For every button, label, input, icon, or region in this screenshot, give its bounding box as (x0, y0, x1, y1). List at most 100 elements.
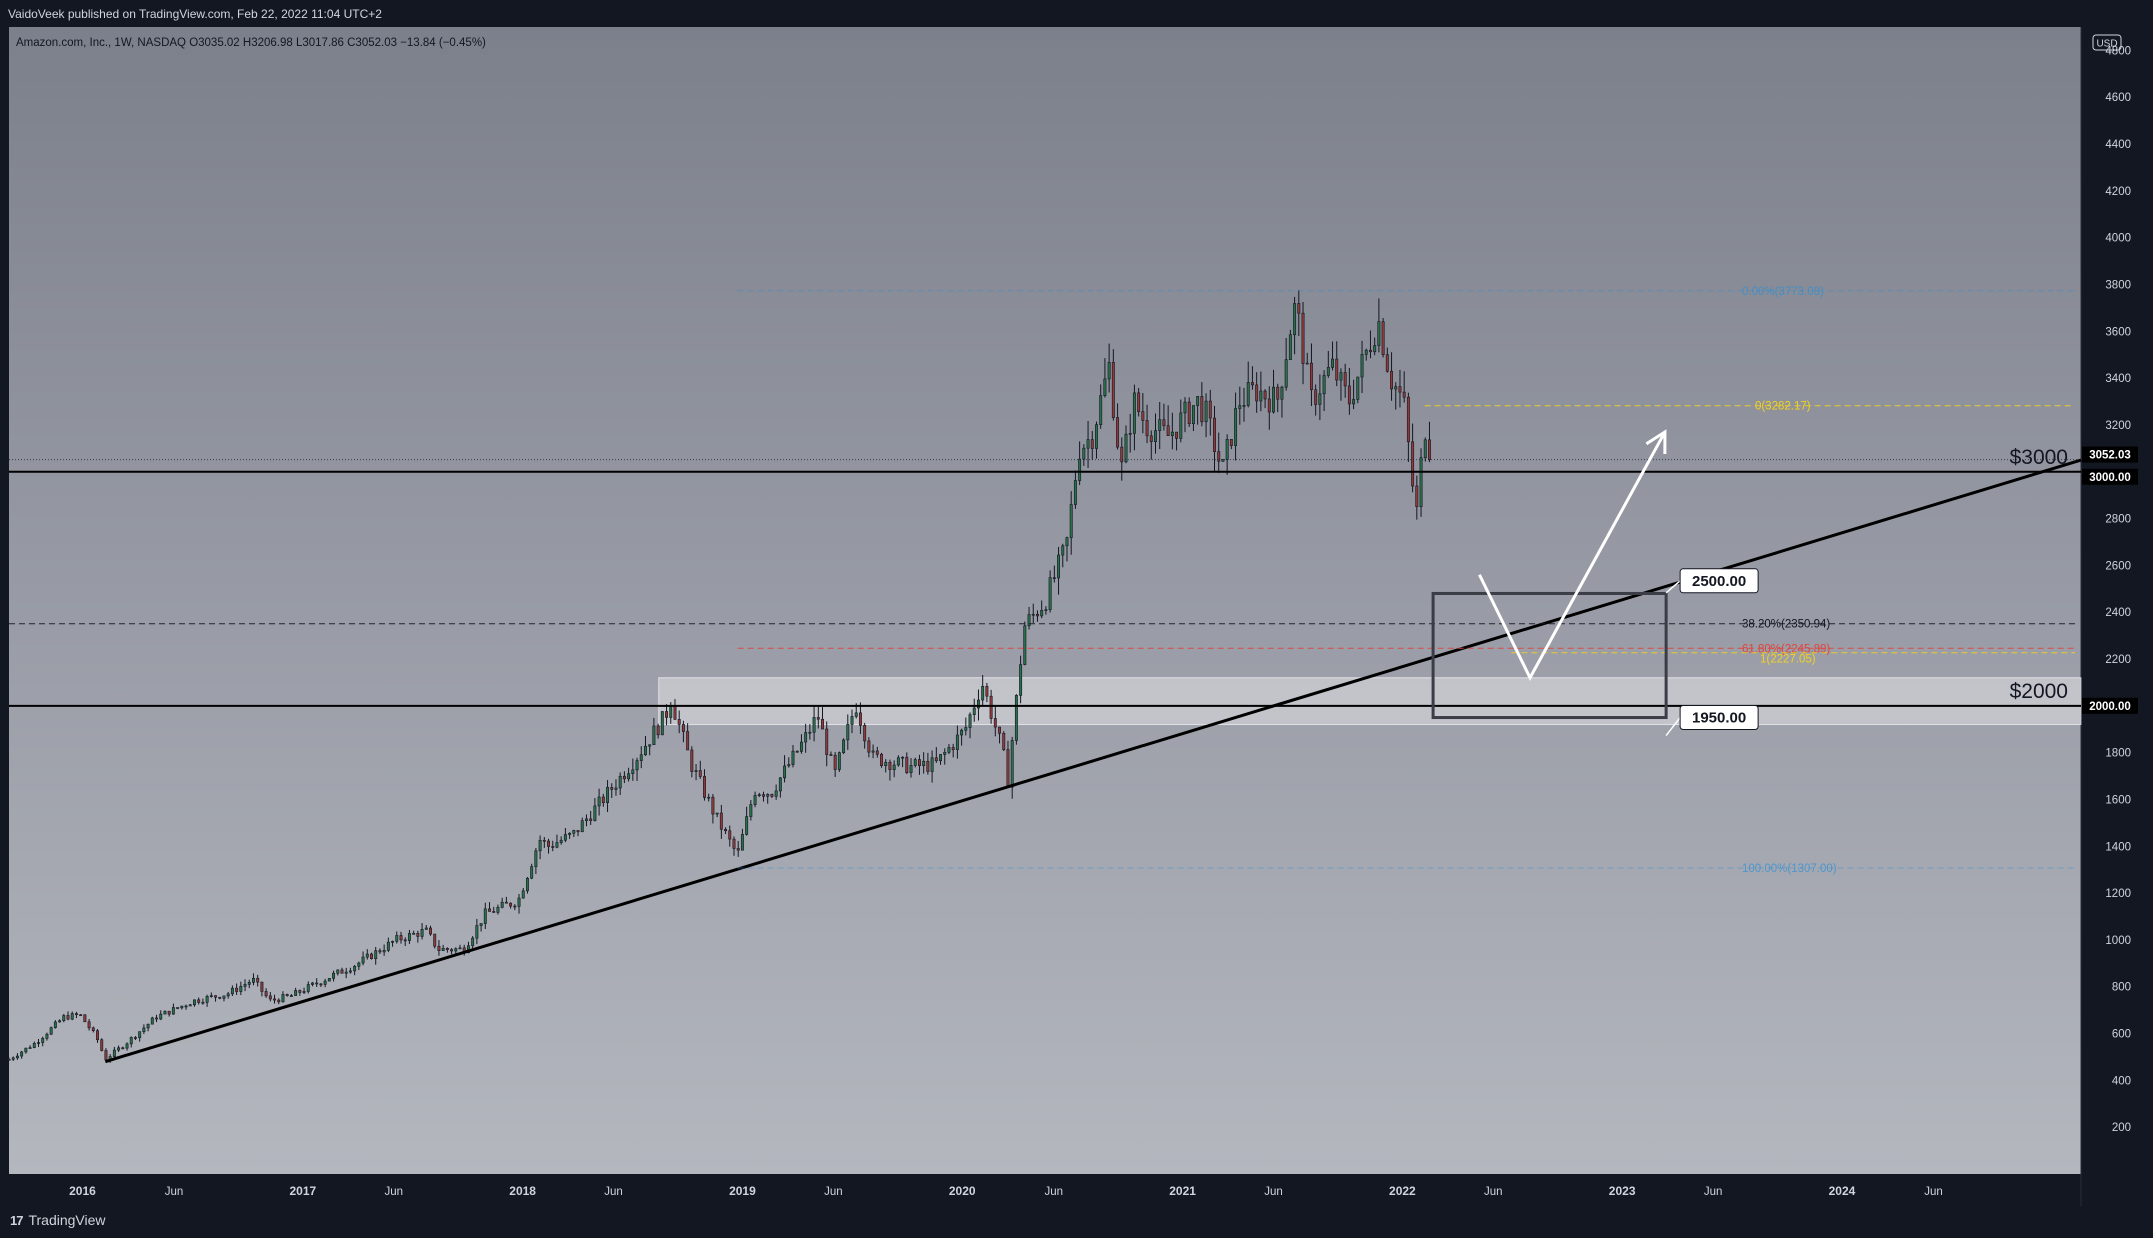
candle-body (639, 754, 643, 761)
candle (1191, 405, 1195, 431)
candle-body (311, 982, 314, 985)
candle-body (618, 775, 622, 789)
time-axis-tick: Jun (1484, 1186, 1503, 1198)
candle-body (808, 731, 812, 734)
candle (804, 723, 808, 753)
candle (534, 847, 538, 875)
candle-body (648, 744, 652, 747)
price-tag-label: 3052.03 (2089, 450, 2131, 462)
candle-body (1061, 545, 1065, 556)
candle (277, 998, 281, 1005)
candle-body (416, 933, 420, 937)
candle-body (1259, 390, 1263, 402)
candle-body (753, 795, 757, 805)
candle-body (201, 1001, 205, 1004)
candle (209, 992, 213, 998)
candle (1280, 385, 1284, 418)
candle (1229, 439, 1233, 450)
candle-body (568, 832, 572, 835)
currency-badge[interactable]: USD (2092, 34, 2122, 51)
candle (74, 1011, 78, 1019)
candle-body (142, 1027, 146, 1032)
candle (11, 1056, 15, 1062)
candle-body (635, 760, 639, 771)
price-tag-bg (2082, 697, 2138, 714)
time-axis-tick: 2022 (1389, 1184, 1416, 1198)
candle-body (1111, 362, 1115, 418)
candle-body (821, 718, 824, 730)
candle (521, 888, 525, 899)
candle-body (488, 908, 491, 912)
candle (1200, 382, 1204, 427)
candle (606, 780, 609, 812)
candle-body (998, 726, 1001, 734)
candle-body (955, 734, 959, 750)
candle (576, 830, 580, 837)
candle (1116, 403, 1120, 450)
candle-body (171, 1007, 175, 1015)
candle (589, 810, 593, 825)
candle-body (357, 962, 361, 967)
candle-body (344, 971, 348, 974)
candle (1145, 404, 1149, 444)
candle-body (538, 839, 542, 852)
candle (1242, 387, 1246, 422)
candle-body (981, 685, 985, 701)
candle (1040, 600, 1044, 619)
candle-body (1191, 405, 1195, 424)
price-axis-tick: 3600 (2105, 326, 2131, 338)
candle (1154, 413, 1157, 454)
candle (504, 896, 508, 904)
time-axis-tick: 2021 (1169, 1184, 1196, 1198)
candle-body (83, 1014, 87, 1023)
candle (268, 992, 272, 1002)
price-axis-tick: 4200 (2105, 186, 2131, 198)
candle (825, 721, 829, 767)
candle (1137, 387, 1141, 417)
candle-body (770, 794, 774, 797)
candle (117, 1045, 121, 1052)
price-tag-bg (2082, 468, 2138, 485)
candle-body (1048, 577, 1052, 610)
candle-body (437, 945, 441, 951)
candle-body (197, 999, 201, 1003)
candle-body (791, 750, 795, 765)
time-axis-tick: Jun (604, 1186, 623, 1198)
candle-body (1217, 451, 1221, 462)
candle-body (1352, 399, 1356, 405)
candle (829, 751, 833, 756)
candle (1175, 431, 1179, 451)
candle (1335, 341, 1339, 387)
candle (201, 998, 205, 1005)
candle (155, 1014, 158, 1023)
candle-body (399, 935, 403, 941)
candle (1069, 491, 1073, 555)
candle-body (778, 777, 782, 792)
candle-body (614, 787, 618, 790)
candle-body (121, 1047, 125, 1050)
candle-body (1305, 362, 1309, 365)
candle-body (96, 1030, 99, 1041)
candle (884, 759, 888, 773)
candle-body (517, 897, 521, 907)
candle-body (547, 840, 550, 847)
candle-body (1120, 446, 1124, 463)
candle (509, 902, 513, 909)
candle (736, 840, 740, 857)
tradingview-logo[interactable]: 17 TradingView (10, 1212, 106, 1228)
candle (614, 779, 618, 796)
price-axis-tick: 3400 (2105, 373, 2131, 385)
candle (1293, 296, 1297, 355)
candle-body (580, 820, 584, 833)
candle-body (1036, 613, 1039, 617)
price-axis-tick: 2600 (2105, 560, 2131, 572)
candle-body (740, 834, 744, 851)
candle (399, 931, 403, 944)
candle (981, 674, 985, 706)
time-axis-tick: Jun (824, 1186, 843, 1198)
candle (441, 944, 445, 951)
candle-body (1381, 321, 1385, 355)
candle-body (934, 757, 938, 762)
candle-body (496, 906, 500, 913)
